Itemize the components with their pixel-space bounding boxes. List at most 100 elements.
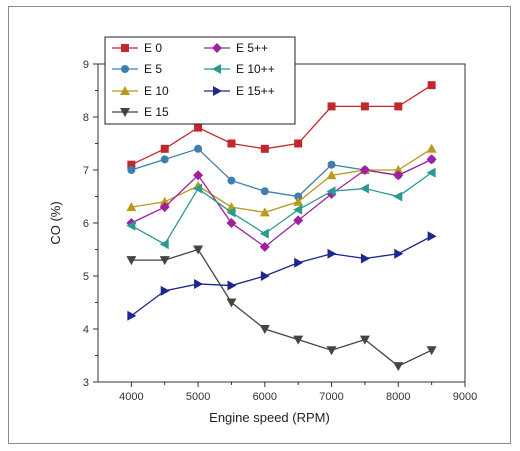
- y-axis-title: CO (%): [48, 201, 63, 244]
- data-point-e15: [126, 256, 137, 266]
- legend-marker: [121, 44, 129, 52]
- legend-marker: [120, 108, 130, 117]
- data-point-e5pp: [226, 218, 237, 228]
- data-point-e15pp: [160, 285, 170, 296]
- data-point-e15: [426, 346, 437, 356]
- data-point-e5pp: [259, 241, 270, 252]
- data-point-e15: [393, 362, 404, 372]
- legend-item-e5pp: E 5++: [204, 41, 268, 55]
- legend-label: E 5: [144, 62, 162, 76]
- x-tick-label: 8000: [386, 391, 410, 403]
- series-e0: [127, 81, 436, 169]
- data-point-e5: [327, 160, 336, 169]
- data-point-e0: [360, 102, 369, 111]
- x-tick-label: 4000: [119, 391, 143, 403]
- y-tick-label: 5: [83, 271, 89, 283]
- x-tick-label: 5000: [186, 391, 210, 403]
- legend-marker: [121, 65, 129, 73]
- legend-label: E 5++: [236, 41, 268, 55]
- data-point-e15: [226, 298, 237, 308]
- data-point-e15pp: [394, 248, 404, 259]
- series-line-e10pp: [131, 172, 433, 246]
- series-e15pp: [127, 231, 437, 321]
- legend-box: [104, 36, 296, 125]
- data-point-e5pp: [159, 202, 170, 213]
- series-line-e0: [131, 84, 432, 166]
- data-point-e15pp: [360, 253, 370, 264]
- data-point-e15pp: [260, 271, 270, 281]
- x-tick-label: 9000: [453, 391, 477, 403]
- data-point-e10: [393, 165, 404, 174]
- series-line-e5pp: [131, 158, 432, 248]
- x-tick-label: 7000: [319, 391, 343, 403]
- legend-item-e0: E 0: [112, 41, 162, 55]
- data-point-e10pp: [193, 183, 203, 194]
- series-line-e15pp: [130, 235, 432, 317]
- data-point-e0: [194, 123, 203, 132]
- data-point-e10pp: [226, 207, 236, 218]
- data-point-e0: [127, 160, 136, 169]
- data-point-e0: [427, 81, 436, 90]
- data-point-e15pp: [327, 248, 337, 259]
- data-point-e0: [260, 144, 269, 153]
- data-point-e0: [294, 139, 303, 148]
- x-axis-title: Engine speed (RPM): [209, 410, 330, 425]
- series-line-e15: [131, 248, 432, 367]
- legend-item-e15pp: E 15++: [204, 84, 275, 98]
- data-point-e15pp: [194, 278, 204, 289]
- data-point-e15: [259, 325, 270, 334]
- data-point-e10pp: [259, 228, 269, 239]
- data-point-e10: [426, 143, 437, 153]
- data-point-e15: [326, 346, 337, 356]
- legend-label: E 0: [144, 41, 162, 55]
- data-point-e10pp: [293, 204, 303, 215]
- data-point-e5pp: [426, 154, 437, 165]
- series-e5: [127, 144, 436, 201]
- data-point-e10: [259, 207, 270, 217]
- data-point-e5: [160, 155, 169, 164]
- series-e10: [126, 143, 437, 217]
- legend-item-e5: E 5: [112, 62, 162, 76]
- data-point-e10pp: [159, 239, 169, 250]
- data-point-e15pp: [427, 231, 437, 242]
- data-point-e15: [293, 335, 304, 345]
- series-line-e5: [131, 148, 432, 198]
- data-point-e5: [127, 166, 136, 174]
- data-point-e5: [194, 144, 203, 153]
- x-tick-label: 6000: [253, 391, 277, 403]
- data-point-e10: [126, 202, 137, 212]
- series-e5pp: [126, 154, 437, 252]
- data-point-e10pp: [359, 183, 369, 194]
- data-point-e15pp: [127, 310, 137, 321]
- legend-marker: [213, 86, 222, 96]
- data-point-e0: [160, 144, 169, 153]
- data-point-e0: [394, 102, 403, 111]
- data-point-e5pp: [393, 170, 404, 181]
- legend-label: E 10: [144, 84, 169, 98]
- data-point-e0: [227, 139, 236, 148]
- y-tick-label: 6: [83, 218, 89, 230]
- data-point-e0: [327, 102, 336, 111]
- legend-label: E 15: [144, 105, 169, 119]
- legend-label: E 10++: [236, 62, 275, 76]
- data-point-e10pp: [326, 186, 336, 197]
- legend-marker: [120, 86, 130, 95]
- axes: 4000 5000 6000 7000 8000 9000 3 4 5 6 7 8 9: [83, 59, 477, 403]
- data-point-e5pp: [359, 165, 370, 175]
- series-line-e10: [131, 148, 432, 214]
- data-point-e15: [359, 335, 370, 345]
- data-point-e10: [326, 170, 337, 180]
- data-point-e15: [193, 245, 204, 255]
- data-point-e10: [293, 196, 304, 206]
- legend-label: E 15++: [236, 84, 275, 98]
- legend-item-e10pp: E 10++: [204, 62, 275, 76]
- legend-marker: [212, 64, 221, 74]
- data-point-e10pp: [126, 220, 136, 231]
- data-point-e10: [159, 196, 170, 206]
- legend-item-e15: E 15: [112, 105, 169, 119]
- y-tick-label: 3: [83, 377, 89, 389]
- y-tick-label: 4: [83, 324, 89, 336]
- data-point-e10pp: [426, 167, 436, 178]
